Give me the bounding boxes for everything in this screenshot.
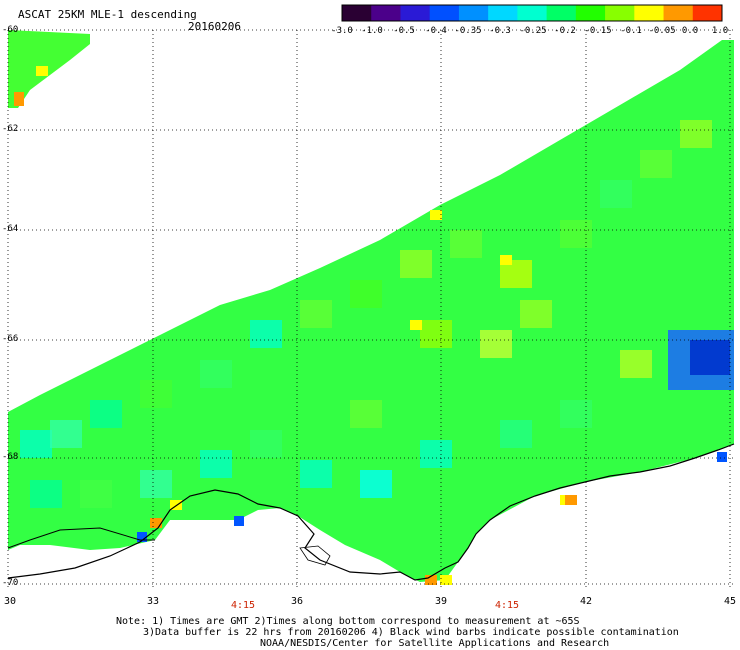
data-cell (600, 180, 632, 208)
colorbar-tick-label: -1.0 (361, 26, 383, 36)
time-label-2: 4:15 (494, 600, 520, 611)
colorbar-tick-label: -0.05 (648, 26, 676, 36)
swath-corner (8, 30, 90, 108)
colorbar-tick-label: -0.5 (393, 26, 415, 36)
map-date: 20160206 (188, 20, 241, 33)
colorbar-segment (575, 5, 606, 21)
data-cell (360, 470, 392, 498)
data-cell-high (430, 210, 442, 220)
lon-label-42: 42 (579, 596, 593, 607)
note-line-3: NOAA/NESDIS/Center for Satellite Applica… (260, 638, 610, 649)
map-title: ASCAT 25KM MLE-1 descending (18, 8, 197, 21)
colorbar-tick-label: -3.0 (331, 26, 353, 36)
colorbar-tick-label: -0.3 (489, 26, 511, 36)
lat-label-70: -70 (2, 578, 19, 588)
colorbar-segment (400, 5, 431, 21)
colorbar-tick-label: -0.1 (620, 26, 642, 36)
data-cell (560, 220, 592, 248)
data-cell (300, 460, 332, 488)
colorbar-tick-label: -0.15 (584, 26, 612, 36)
data-cell-high (410, 320, 422, 330)
data-cell-low (137, 532, 147, 542)
data-cell (640, 150, 672, 178)
data-cell (90, 400, 122, 428)
colorbar (341, 4, 723, 22)
lon-label-45: 45 (723, 596, 737, 607)
lat-lon-grid (7, 29, 734, 590)
data-cell (560, 400, 592, 428)
note-line-2: 3)Data buffer is 22 hrs from 20160206 4)… (143, 627, 679, 638)
data-cell-highest (425, 575, 437, 585)
note-line-1: Note: 1) Times are GMT 2)Times along bot… (116, 616, 580, 627)
colorbar-segment (458, 5, 489, 21)
data-cell-high (36, 66, 48, 76)
data-cell (520, 300, 552, 328)
colorbar-segment (546, 5, 577, 21)
data-cell (140, 380, 172, 408)
data-cell (250, 320, 282, 348)
colorbar-segment (692, 5, 723, 21)
lon-label-39: 39 (434, 596, 448, 607)
colorbar-segment (371, 5, 401, 21)
data-cell-high (440, 575, 452, 585)
colorbar-tick-label: -0.4 (425, 26, 447, 36)
time-label-1: 4:15 (230, 600, 256, 611)
swath-fill (8, 40, 734, 582)
data-cell (500, 420, 532, 448)
data-cell-low (234, 516, 244, 526)
coastline (7, 443, 735, 581)
colorbar-segment (663, 5, 694, 21)
lat-label-66: -66 (2, 334, 19, 344)
data-cell (200, 360, 232, 388)
data-cell (20, 430, 52, 458)
colorbar-segment (517, 5, 548, 21)
lat-label-64: -64 (2, 224, 19, 234)
data-cell-low (717, 452, 727, 462)
data-cell-high (500, 255, 512, 265)
colorbar-segment (342, 5, 372, 21)
data-swath (8, 30, 734, 585)
colorbar-segment (634, 5, 665, 21)
colorbar-border (341, 4, 723, 22)
data-cell (200, 450, 232, 478)
colorbar-tick-label: -0.35 (454, 26, 482, 36)
lon-label-30: 30 (3, 596, 17, 607)
island-outline (299, 545, 331, 566)
data-cell (80, 480, 112, 508)
data-cell (50, 420, 82, 448)
data-cell (420, 440, 452, 468)
data-cell-high (170, 500, 182, 510)
colorbar-segment (488, 5, 518, 21)
data-cell-highest (565, 495, 577, 505)
data-cell (300, 300, 332, 328)
coastline-ice-shelf (7, 527, 155, 549)
data-cell (350, 400, 382, 428)
lat-label-60: -60 (2, 25, 19, 35)
data-cell (400, 250, 432, 278)
data-cell (620, 350, 652, 378)
coastline-path (7, 443, 735, 581)
colorbar-segment (605, 5, 635, 21)
data-cell (140, 470, 172, 498)
data-cell (250, 430, 282, 458)
lon-label-33: 33 (146, 596, 160, 607)
data-cell (30, 480, 62, 508)
data-cell-low (690, 340, 730, 375)
lon-label-36: 36 (290, 596, 304, 607)
data-cell-highest (14, 92, 24, 106)
colorbar-segment (429, 5, 460, 21)
data-cell (480, 330, 512, 358)
data-cell (420, 320, 452, 348)
data-cell (450, 230, 482, 258)
colorbar-tick-label: 0.0 (681, 26, 699, 36)
data-cell (680, 120, 712, 148)
colorbar-tick-label: -0.25 (519, 26, 547, 36)
lat-label-62: -62 (2, 124, 19, 134)
lat-label-68: -68 (2, 452, 19, 462)
colorbar-tick-label: -0.2 (554, 26, 576, 36)
data-cell (350, 280, 382, 308)
colorbar-tick-label: 1.0 (711, 26, 729, 36)
data-cell-highest (150, 518, 162, 528)
